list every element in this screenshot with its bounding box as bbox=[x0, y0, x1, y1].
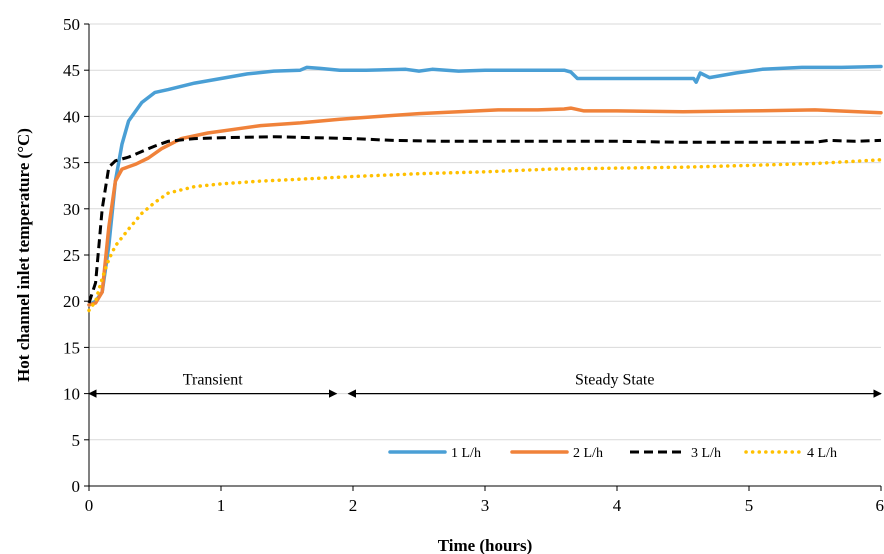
y-tick-label: 15 bbox=[63, 338, 80, 357]
legend-label-1: 1 L/h bbox=[451, 446, 481, 461]
y-tick-labels: 0 5 10 15 20 25 30 35 40 45 50 bbox=[63, 15, 80, 496]
legend-label-3: 3 L/h bbox=[691, 446, 721, 461]
series-line-3 bbox=[87, 135, 882, 304]
series-line-4 bbox=[87, 158, 883, 313]
y-tick-label: 30 bbox=[63, 200, 80, 219]
y-tick-label: 0 bbox=[72, 477, 81, 496]
annotation-label: Steady State bbox=[575, 372, 655, 389]
y-axis-title: Hot channel inlet temperature (°C) bbox=[14, 128, 33, 382]
phase-annotations: Transient Steady State bbox=[88, 372, 882, 398]
y-tick-label: 20 bbox=[63, 292, 80, 311]
x-tick-label: 4 bbox=[613, 496, 622, 515]
x-tick-label: 1 bbox=[217, 496, 226, 515]
x-tick-label: 3 bbox=[481, 496, 490, 515]
x-tick-label: 5 bbox=[745, 496, 754, 515]
series-line-2 bbox=[87, 106, 883, 307]
y-tick-label: 35 bbox=[63, 154, 80, 173]
axes bbox=[84, 23, 882, 491]
y-tick-label: 10 bbox=[63, 385, 80, 404]
x-tick-labels: 0 1 2 3 4 5 6 bbox=[85, 496, 884, 515]
y-tick-label: 5 bbox=[72, 431, 81, 450]
y-tick-label: 45 bbox=[63, 61, 80, 80]
y-tick-label: 25 bbox=[63, 246, 80, 265]
x-tick-label: 0 bbox=[85, 496, 94, 515]
series-lines bbox=[87, 64, 883, 313]
x-axis-title: Time (hours) bbox=[438, 536, 533, 554]
x-tick-label: 2 bbox=[349, 496, 358, 515]
annotation-label: Transient bbox=[183, 372, 243, 389]
legend: 1 L/h 2 L/h 3 L/h 4 L/h bbox=[388, 446, 837, 461]
legend-label-2: 2 L/h bbox=[573, 446, 603, 461]
series-line-1 bbox=[87, 64, 883, 307]
y-tick-label: 40 bbox=[63, 107, 80, 126]
y-tick-label: 50 bbox=[63, 15, 80, 34]
legend-label-4: 4 L/h bbox=[807, 446, 837, 461]
x-tick-label: 6 bbox=[876, 496, 884, 515]
